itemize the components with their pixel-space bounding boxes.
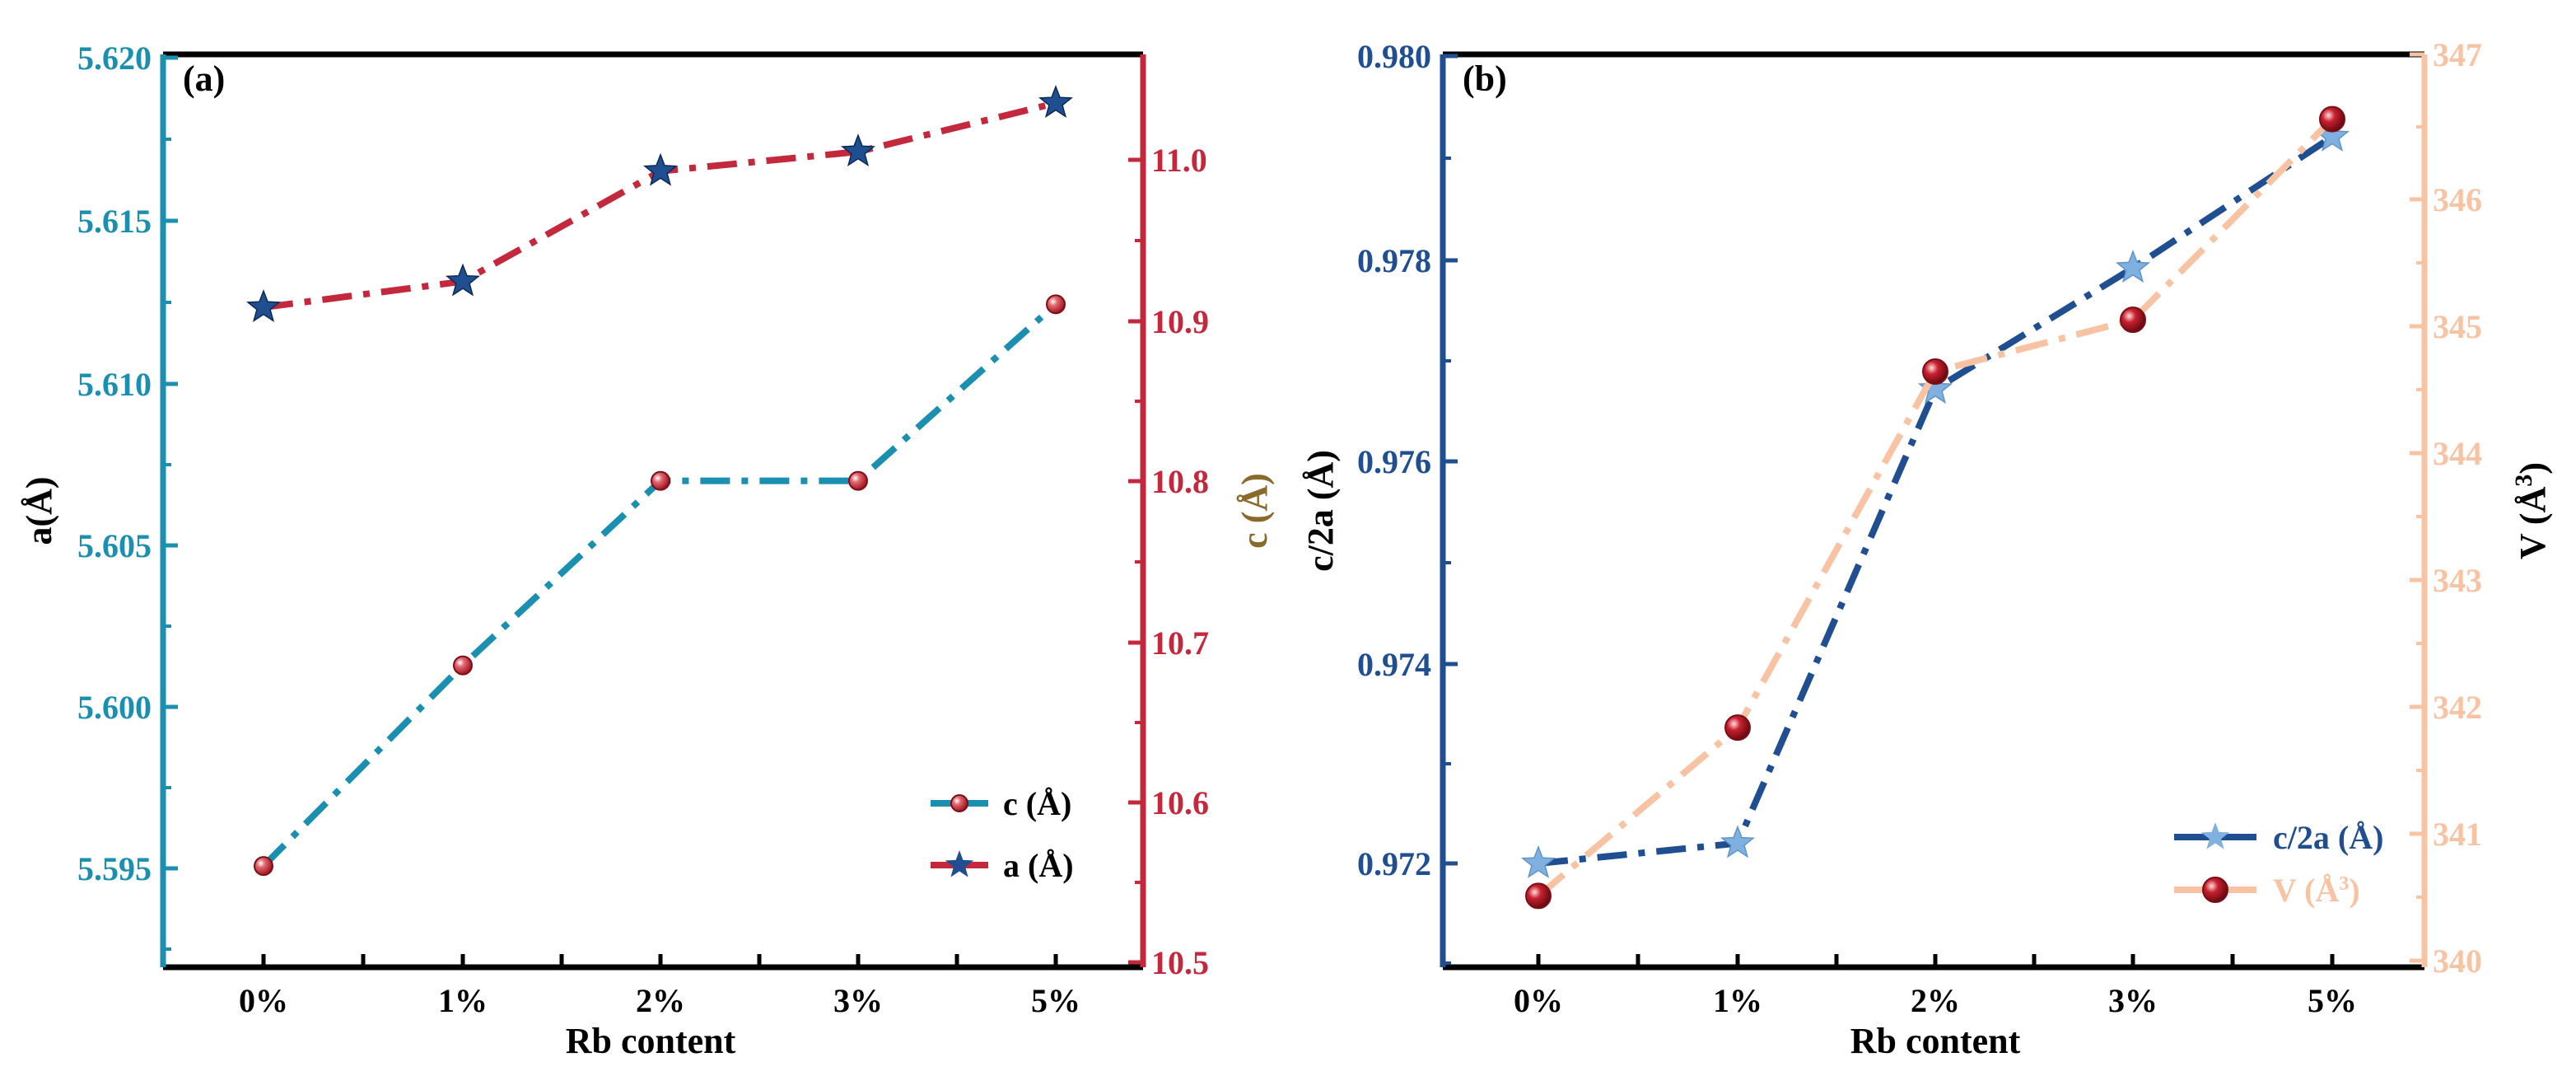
right-y-tick-label: 10.9 <box>1151 303 1209 340</box>
right-y-tick-label: 345 <box>2433 308 2482 345</box>
data-point-ball <box>1046 294 1066 315</box>
left-y-tick-label: 5.605 <box>77 527 152 564</box>
legend-label: c (Å) <box>1003 785 1071 822</box>
left-y-tick-label: 0.972 <box>1357 845 1431 882</box>
panel-b: 0% 1% 2% 3% 5% 0.972 0.974 0.976 0.978 0.980 340 34… <box>1300 36 2553 1061</box>
right-y-tick-label: 10.8 <box>1151 463 1209 500</box>
series-line-star-a <box>263 100 1057 311</box>
left-y-tick-label: 0.976 <box>1357 443 1431 480</box>
legend-star-icon <box>945 850 974 877</box>
right-y-tick-label: 343 <box>2433 562 2482 599</box>
data-point-star <box>2115 250 2151 283</box>
left-y-tick-label: 5.615 <box>77 203 152 240</box>
right-y-axis-title: V (Å3) <box>2510 462 2553 559</box>
right-y-tick-label: 344 <box>2433 435 2482 472</box>
legend-label: c/2a (Å) <box>2273 819 2383 856</box>
panel-label: (b) <box>1463 58 1507 99</box>
series-line-star-b <box>1538 133 2335 867</box>
data-point-star <box>1038 84 1074 119</box>
data-point-star <box>840 133 876 167</box>
panel-a: 0% 1% 2% 3% 5% 5.595 5.600 5.605 5.610 5.615 5.620… <box>19 40 1275 1061</box>
data-point-star <box>642 152 679 186</box>
right-y-tick-label: 347 <box>2433 36 2482 73</box>
x-axis-title: Rb content <box>566 1021 736 1061</box>
left-y-tick-label: 5.600 <box>77 689 152 726</box>
right-y-tick-label: 341 <box>2433 816 2482 853</box>
legend-ball-icon <box>2202 877 2228 903</box>
left-y-axis-title: a(Å) <box>19 476 59 545</box>
left-y-tick-label: 5.610 <box>77 366 152 403</box>
right-y-tick-label: 10.6 <box>1151 784 1209 821</box>
data-point-star <box>1720 825 1756 858</box>
data-point-star <box>1520 844 1556 878</box>
panel-label: (a) <box>183 58 225 99</box>
x-tick-label: 0% <box>239 982 288 1019</box>
data-point-star <box>1917 371 1953 405</box>
x-tick-label: 2% <box>1911 982 1960 1019</box>
x-tick-label: 1% <box>438 982 488 1019</box>
right-y-tick-label: 342 <box>2433 689 2482 726</box>
data-point-ball <box>1525 882 1552 910</box>
data-point-ball <box>1724 714 1751 741</box>
legend-ball-icon <box>950 794 968 812</box>
left-y-tick-label: 5.595 <box>77 850 152 887</box>
right-y-tick-label: 346 <box>2433 181 2482 218</box>
legend: c/2a (Å) V (Å3) <box>2174 819 2383 909</box>
data-point-star <box>445 263 481 297</box>
x-tick-label: 2% <box>636 982 685 1019</box>
x-tick-label: 0% <box>1514 982 1563 1019</box>
legend: c (Å) a (Å) <box>931 785 1074 884</box>
right-y-tick-label: 340 <box>2433 943 2482 980</box>
data-point-ball <box>651 470 670 491</box>
left-y-tick-label: 0.980 <box>1357 38 1431 75</box>
right-y-tick-label: 10.5 <box>1151 944 1209 981</box>
right-y-axis-title: c (Å) <box>1234 473 1275 549</box>
left-y-tick-label: 0.974 <box>1357 646 1431 683</box>
legend-label: a (Å) <box>1003 847 1074 884</box>
data-point-ball <box>2120 306 2146 334</box>
data-point-ball <box>254 856 273 877</box>
legend-star-icon <box>2200 822 2230 849</box>
data-point-ball <box>2319 105 2345 133</box>
legend-label: V (Å3) <box>2273 872 2360 909</box>
data-point-ball <box>453 655 473 676</box>
data-point-ball <box>1922 358 1948 385</box>
series-line-ball-a <box>261 302 1058 868</box>
left-y-tick-label: 5.620 <box>77 40 152 77</box>
right-y-tick-label: 11.0 <box>1151 142 1207 179</box>
data-point-star <box>245 288 282 323</box>
x-tick-label: 5% <box>2308 982 2357 1019</box>
right-y-tick-label: 10.7 <box>1151 625 1209 662</box>
x-axis-title: Rb content <box>1850 1021 2021 1061</box>
x-tick-label: 5% <box>1031 982 1080 1019</box>
data-point-ball <box>848 470 868 491</box>
x-tick-label: 3% <box>833 982 883 1019</box>
left-y-tick-label: 0.978 <box>1357 242 1431 279</box>
x-tick-label: 1% <box>1713 982 1762 1019</box>
x-tick-label: 3% <box>2108 982 2158 1019</box>
series-line-ball-b <box>1536 116 2335 899</box>
left-y-axis-title: c/2a (Å) <box>1300 450 1341 572</box>
